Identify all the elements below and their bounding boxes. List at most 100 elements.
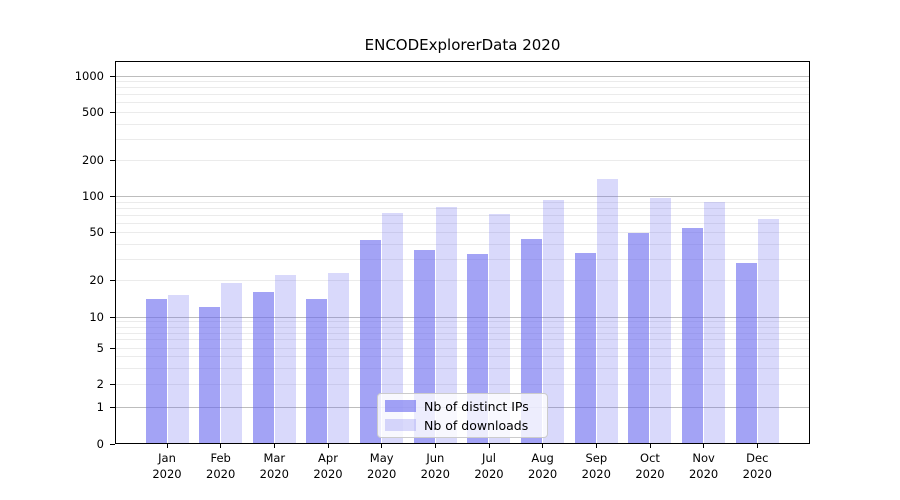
x-tick-mark-nov — [703, 444, 705, 448]
gridline-minor-800 — [116, 87, 809, 89]
x-tick-label-mar: Mar 2020 — [242, 450, 306, 482]
bar-distinct-ips-mar — [252, 291, 274, 443]
legend-label-downloads: Nb of downloads — [424, 417, 529, 433]
gridline-minor-700 — [116, 94, 809, 96]
y-tick-label-10: 10 — [89, 309, 104, 324]
gridline-minor-80 — [116, 207, 809, 209]
bar-distinct-ips-sep — [574, 252, 596, 443]
x-tick-year: 2020 — [259, 467, 289, 481]
bar-distinct-ips-nov — [682, 228, 704, 443]
bar-distinct-ips-oct — [628, 233, 650, 443]
gridline-minor-60 — [116, 222, 809, 224]
bar-downloads-jul — [489, 213, 511, 443]
y-tick-label-1: 1 — [96, 400, 104, 414]
gridline-minor-500 — [116, 111, 809, 113]
x-tick-year: 2020 — [581, 467, 611, 481]
bar-downloads-may — [382, 212, 404, 443]
bar-distinct-ips-may — [360, 240, 382, 443]
y-tick-mark-500 — [110, 112, 115, 113]
gridline-minor-300 — [116, 138, 809, 140]
bar-downloads-dec — [757, 219, 779, 443]
y-tick-label-50: 50 — [89, 225, 104, 240]
x-tick-label-oct: Oct 2020 — [618, 450, 682, 482]
x-tick-month: Nov — [692, 451, 715, 465]
bar-distinct-ips-jan — [145, 298, 167, 443]
x-tick-mark-apr — [327, 444, 329, 448]
gridline-major-1000 — [116, 75, 809, 77]
x-tick-mark-dec — [756, 444, 758, 448]
gridline-minor-4 — [116, 356, 809, 358]
gridline-minor-400 — [116, 123, 809, 125]
bar-downloads-feb — [221, 282, 243, 443]
x-tick-month: May — [369, 451, 394, 465]
gridline-minor-2 — [116, 383, 809, 385]
x-tick-label-aug: Aug 2020 — [511, 450, 575, 482]
x-tick-mark-jun — [434, 444, 436, 448]
x-tick-label-jul: Jul 2020 — [457, 450, 521, 482]
y-tick-label-1000: 1000 — [74, 68, 104, 83]
gridline-minor-70 — [116, 214, 809, 216]
y-tick-label-100: 100 — [82, 189, 104, 203]
bar-downloads-apr — [328, 272, 350, 443]
legend-label-distinct-ips: Nb of distinct IPs — [424, 398, 529, 414]
x-tick-year: 2020 — [367, 467, 397, 481]
x-tick-month: Aug — [531, 451, 554, 465]
gridline-minor-3 — [116, 367, 809, 369]
x-tick-label-jun: Jun 2020 — [403, 450, 467, 482]
bar-downloads-oct — [650, 197, 672, 443]
bar-downloads-sep — [596, 179, 618, 443]
x-tick-month: Sep — [585, 451, 608, 465]
legend-row-downloads: Nb of downloads — [385, 418, 539, 433]
x-tick-mark-mar — [273, 444, 275, 448]
x-tick-label-sep: Sep 2020 — [564, 450, 628, 482]
bar-distinct-ips-feb — [199, 307, 221, 443]
x-tick-label-jan: Jan 2020 — [135, 450, 199, 482]
y-tick-mark-2 — [110, 384, 115, 385]
y-tick-label-200: 200 — [82, 152, 104, 167]
x-tick-month: Jan — [158, 451, 176, 465]
y-tick-mark-200 — [110, 160, 115, 161]
legend-row-distinct-ips: Nb of distinct IPs — [385, 399, 539, 414]
bar-downloads-aug — [543, 199, 565, 443]
y-tick-mark-0 — [110, 444, 115, 445]
x-tick-year: 2020 — [206, 467, 236, 481]
y-tick-mark-10 — [110, 317, 115, 318]
y-tick-mark-20 — [110, 280, 115, 281]
x-tick-month: Jul — [482, 451, 496, 465]
gridline-minor-9 — [116, 321, 809, 323]
chart-title: ENCODExplorerData 2020 — [364, 36, 561, 54]
gridline-major-100 — [116, 196, 809, 197]
x-tick-mark-jan — [166, 444, 168, 448]
x-tick-mark-may — [381, 444, 383, 448]
legend-swatch-downloads — [385, 419, 416, 431]
x-tick-year: 2020 — [420, 467, 450, 481]
x-tick-mark-sep — [595, 444, 597, 448]
x-tick-year: 2020 — [313, 467, 343, 481]
y-tick-mark-100 — [110, 196, 115, 197]
gridline-minor-5 — [116, 347, 809, 349]
x-tick-month: Oct — [640, 451, 660, 465]
x-tick-label-may: May 2020 — [350, 450, 414, 482]
x-tick-year: 2020 — [688, 467, 719, 481]
x-tick-label-feb: Feb 2020 — [189, 450, 253, 482]
gridline-minor-40 — [116, 244, 809, 245]
x-tick-mark-oct — [649, 444, 651, 448]
x-tick-month: Jun — [426, 451, 445, 465]
x-tick-mark-jul — [488, 444, 490, 448]
gridline-minor-200 — [116, 159, 809, 161]
y-tick-label-0: 0 — [96, 436, 104, 451]
y-tick-label-2: 2 — [96, 376, 104, 391]
gridline-minor-7 — [116, 332, 809, 334]
y-tick-label-500: 500 — [82, 104, 104, 119]
x-tick-mark-feb — [220, 444, 222, 448]
legend: Nb of distinct IPs Nb of downloads — [377, 393, 548, 438]
x-tick-month: Dec — [746, 451, 769, 465]
bar-downloads-nov — [704, 202, 726, 443]
bar-downloads-jun — [435, 207, 457, 443]
y-tick-mark-50 — [110, 232, 115, 233]
x-tick-label-nov: Nov 2020 — [672, 450, 736, 482]
gridline-minor-30 — [116, 259, 809, 260]
gridline-minor-6 — [116, 339, 809, 341]
gridline-minor-900 — [116, 81, 809, 82]
